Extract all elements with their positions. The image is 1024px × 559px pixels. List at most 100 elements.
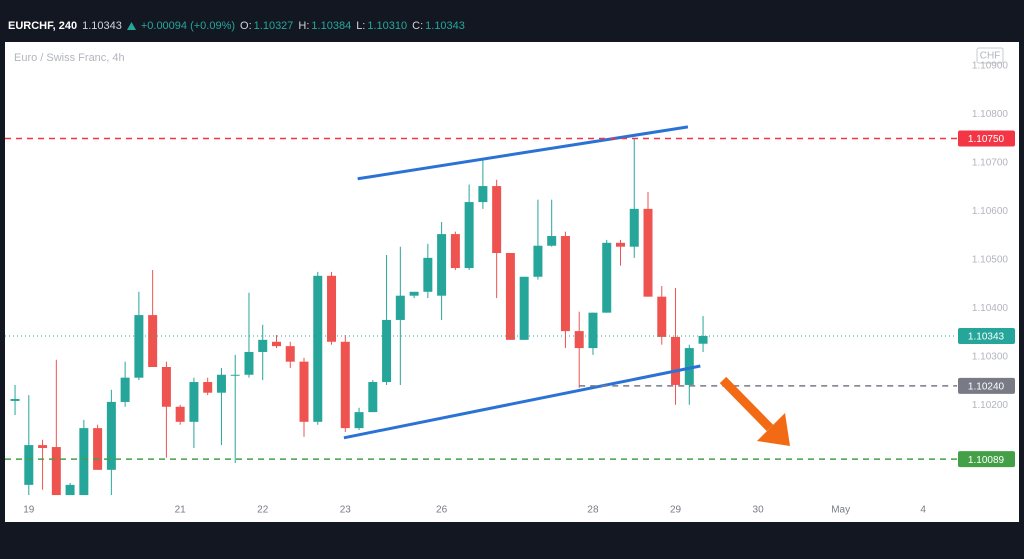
candle-body: [368, 382, 378, 413]
candle-body: [189, 382, 199, 422]
y-tick-label: 1.10700: [972, 157, 1009, 168]
y-tick-label: 1.10800: [972, 109, 1009, 120]
ohlc-value: 1.10327: [253, 20, 294, 32]
candle-body: [574, 331, 584, 349]
y-tick-label: 1.10900: [972, 60, 1009, 71]
level-label: 1.10240: [968, 382, 1005, 393]
x-tick-label: 21: [175, 505, 187, 516]
candle-body: [175, 406, 185, 422]
y-tick-label: 1.10600: [972, 206, 1009, 217]
candle-body: [93, 428, 103, 470]
ohlc-value: 1.10343: [425, 20, 465, 32]
ohlc-value: 1.10310: [367, 20, 408, 32]
candle-body: [216, 374, 226, 393]
level-label-box: [958, 327, 1015, 344]
candle-body: [161, 367, 171, 407]
change: +0.00094 (+0.09%): [140, 20, 236, 32]
ohlc-label: L:: [356, 20, 366, 32]
candle-body: [560, 236, 570, 332]
level-label: 1.10750: [968, 134, 1005, 145]
level-label-box: [958, 451, 1015, 468]
ohlc-label: H:: [298, 20, 310, 32]
overlay: 1.10750 1.10343 1.10240 1.10089: [5, 125, 1015, 468]
trend-line: [343, 364, 701, 440]
candle-body: [423, 257, 433, 292]
candle-body: [547, 236, 557, 246]
candle-body: [148, 315, 158, 367]
candle-body: [244, 351, 254, 375]
candle-body: [505, 253, 515, 340]
candle-body: [464, 202, 474, 269]
ohlc-label: O:: [240, 20, 252, 32]
candle-body: [588, 312, 598, 349]
x-tick-label: 22: [257, 505, 269, 516]
x-tick-label: 28: [587, 505, 599, 516]
x-tick-label: 26: [436, 505, 448, 516]
candle-body: [106, 401, 116, 470]
candle-body: [271, 341, 281, 347]
candle-body: [409, 291, 419, 296]
candle-body: [354, 412, 364, 429]
candle-body: [258, 339, 268, 352]
x-tick-label: 29: [670, 505, 682, 516]
candle-body: [615, 242, 625, 247]
candle-body: [340, 341, 350, 429]
candle-body: [65, 484, 75, 496]
level-label: 1.10343: [968, 332, 1005, 343]
candle-body: [203, 382, 213, 393]
arrow-head: [757, 413, 790, 446]
candle-body: [285, 346, 295, 362]
symbol: EURCHF, 240: [8, 20, 78, 32]
candle-body: [671, 336, 681, 385]
candle-body: [450, 234, 460, 269]
x-tick-label: 4: [920, 505, 926, 516]
candle-body: [478, 186, 488, 203]
x-tick-label: 19: [23, 505, 35, 516]
plot: [10, 138, 708, 496]
candle-body: [38, 445, 48, 449]
candle-body: [533, 245, 543, 277]
currency-box: [976, 47, 1004, 64]
candle-body: [519, 276, 529, 340]
candle-body: [299, 361, 309, 422]
candle-body: [51, 447, 61, 496]
candle-body: [643, 208, 653, 297]
candle-body: [492, 186, 502, 254]
ohlc-value: 1.10384: [311, 20, 352, 32]
level-label-box: [958, 130, 1015, 147]
y-tick-label: 1.10400: [972, 303, 1009, 314]
candle-body: [437, 234, 447, 296]
candle-body: [327, 275, 337, 342]
y-tick-label: 1.10200: [972, 400, 1009, 411]
subtitle: Euro / Swiss Franc, 4h: [14, 52, 125, 64]
candle-body: [120, 377, 130, 402]
candle-body: [382, 319, 392, 383]
header: EURCHF, 240 1.10343 +0.00094 (+0.09%) O:…: [8, 20, 465, 32]
trend-line: [357, 125, 689, 181]
candle-body: [657, 296, 667, 337]
y-tick-label: 1.10300: [972, 351, 1009, 362]
candle-body: [24, 445, 34, 485]
candle-body: [602, 242, 612, 313]
candle-body: [313, 275, 323, 422]
up-icon: [126, 22, 136, 30]
candle-body: [395, 295, 405, 320]
level-label: 1.10089: [968, 455, 1005, 466]
x-tick-label: 30: [753, 505, 765, 516]
ohlc-label: C:: [412, 20, 424, 32]
arrow: [719, 376, 774, 432]
candle-body: [629, 208, 639, 247]
candle-body: [134, 315, 144, 378]
candle-body: [79, 428, 89, 496]
candle-body: [684, 348, 694, 385]
y-tick-label: 1.10500: [972, 254, 1009, 265]
level-label-box: [958, 377, 1015, 394]
x-tick-label: May: [831, 505, 850, 516]
candle-body: [10, 399, 20, 401]
candle-body: [230, 374, 240, 376]
currency: CHF: [980, 51, 1001, 62]
candle-body: [698, 335, 708, 344]
last-price: 1.10343: [82, 20, 122, 32]
